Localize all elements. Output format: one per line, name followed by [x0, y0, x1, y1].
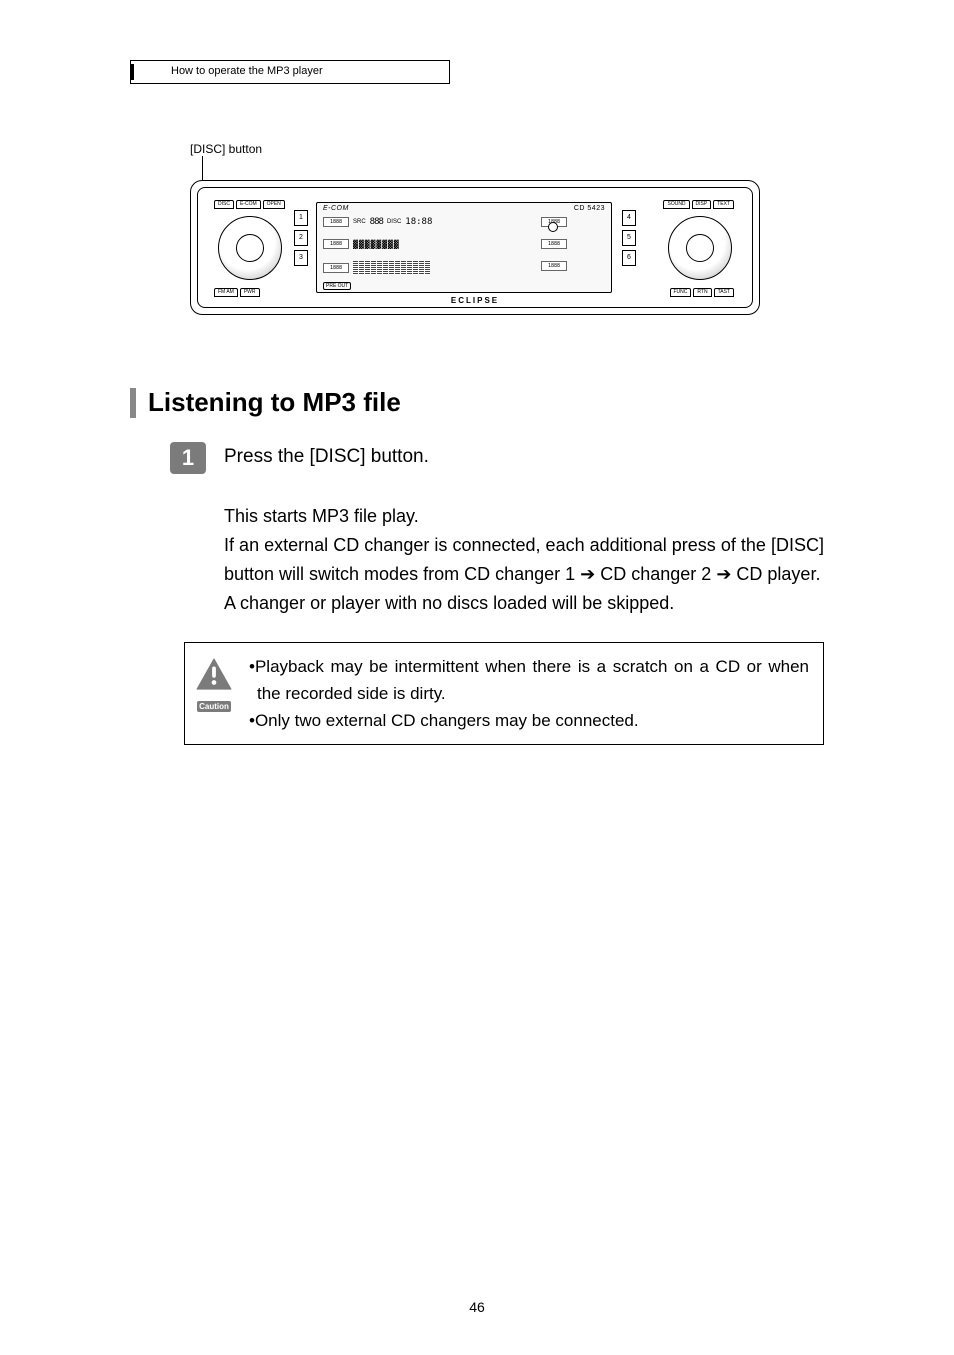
- preset-6: 6: [622, 250, 636, 266]
- right-knob: [668, 216, 732, 280]
- preset-1: 1: [294, 210, 308, 226]
- body-line-3: A changer or player with no discs loaded…: [224, 589, 824, 618]
- caution-text: •Playback may be intermittent when there…: [245, 653, 809, 734]
- display-row-2: 1888 ▓▓▓▓▓▓▓▓: [323, 239, 400, 249]
- step-title: Press the [DISC] button.: [224, 446, 429, 468]
- label-pointer-line: [202, 156, 203, 180]
- caution-box: Caution •Playback may be intermittent wh…: [184, 642, 824, 745]
- tab-sound: SOUND: [663, 200, 689, 209]
- left-bottom-tabs: FM AM PWR: [214, 288, 262, 297]
- right-top-tabs: SOUND DISP TEXT: [663, 200, 736, 209]
- preset-3: 3: [294, 250, 308, 266]
- step-number: 1: [170, 442, 206, 474]
- seg-1a: 1888: [323, 217, 349, 227]
- step-row: 1 Press the [DISC] button.: [130, 442, 824, 474]
- left-knob: [218, 216, 282, 280]
- heading-bar: [130, 388, 136, 418]
- seg-3a: 1888: [323, 263, 349, 273]
- left-top-tabs: DISC E-COM OPEN: [214, 200, 287, 209]
- seg-disc: DISC: [387, 219, 401, 225]
- preout-label: PRE OUT: [323, 282, 351, 290]
- right-bottom-tabs: FUNC RTN TAST: [670, 288, 737, 297]
- display-row-3: 1888: [323, 261, 430, 275]
- tab-ecom: E-COM: [236, 200, 261, 209]
- section-heading: Listening to MP3 file: [148, 387, 401, 418]
- radio-bottom-brand: ECLIPSE: [451, 296, 499, 305]
- display-brand: E-COM: [323, 205, 349, 212]
- seg-2a: 1888: [323, 239, 349, 249]
- body-line-2: If an external CD changer is connected, …: [224, 531, 824, 589]
- button-label-wrap: [DISC] button: [190, 142, 824, 180]
- heading-wrap: Listening to MP3 file: [130, 387, 824, 418]
- preset-4: 4: [622, 210, 636, 226]
- tab-fmam: FM AM: [214, 288, 238, 297]
- tab-tast: TAST: [714, 288, 734, 297]
- body-text: This starts MP3 file play. If an externa…: [224, 502, 824, 618]
- display-panel: E-COM CD 5423 1888 SRC 888 DISC 18:88 18…: [316, 202, 612, 293]
- seg-888: 888: [370, 217, 383, 227]
- breadcrumb-text: How to operate the MP3 player: [171, 65, 323, 77]
- sun-icon: [541, 215, 565, 239]
- tab-disc: DISC: [214, 200, 234, 209]
- preset-col-left: 1 2 3: [294, 210, 308, 270]
- seg-clock: 18:88: [405, 217, 432, 227]
- caution-bullet-1: •Playback may be intermittent when there…: [245, 653, 809, 707]
- caution-icon: Caution: [189, 657, 239, 714]
- tab-rtn: RTN: [693, 288, 711, 297]
- tab-disp: DISP: [692, 200, 712, 209]
- preset-col-right: 4 5 6: [622, 210, 636, 270]
- preset-5: 5: [622, 230, 636, 246]
- tab-open: OPEN: [263, 200, 285, 209]
- caution-bullet-2: •Only two external CD changers may be co…: [245, 707, 809, 734]
- disc-button-label: [DISC] button: [190, 142, 824, 156]
- body-line-1: This starts MP3 file play.: [224, 502, 824, 531]
- page-number: 46: [469, 1299, 485, 1315]
- radio-illustration: DISC E-COM OPEN FM AM PWR 1 2 3 E-COM CD…: [130, 180, 824, 315]
- seg-3r: 1888: [541, 261, 567, 271]
- caution-label: Caution: [197, 701, 231, 712]
- breadcrumb-box: How to operate the MP3 player: [130, 60, 450, 84]
- eq-bars: [353, 261, 430, 275]
- seg-matrix: ▓▓▓▓▓▓▓▓: [353, 240, 400, 249]
- seg-2r: 1888: [541, 239, 567, 249]
- seg-src: SRC: [353, 219, 366, 225]
- display-row-1: 1888 SRC 888 DISC 18:88: [323, 217, 432, 227]
- tab-func: FUNC: [670, 288, 692, 297]
- radio-inner: DISC E-COM OPEN FM AM PWR 1 2 3 E-COM CD…: [197, 187, 753, 308]
- display-model: CD 5423: [574, 205, 605, 212]
- radio-outer: DISC E-COM OPEN FM AM PWR 1 2 3 E-COM CD…: [190, 180, 760, 315]
- tab-text: TEXT: [713, 200, 734, 209]
- preset-2: 2: [294, 230, 308, 246]
- tab-pwr: PWR: [240, 288, 260, 297]
